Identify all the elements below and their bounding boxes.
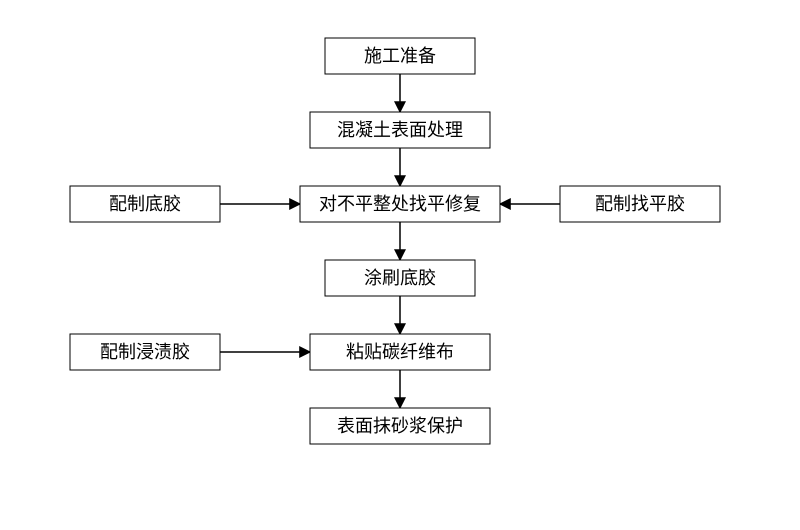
flow-node-n1: 施工准备 [325,38,475,74]
flow-node-label: 施工准备 [364,46,436,66]
flow-node-label: 粘贴碳纤维布 [346,342,454,362]
flow-node-n2: 混凝土表面处理 [310,112,490,148]
flow-node-label: 涂刷底胶 [364,268,436,288]
flow-node-label: 混凝土表面处理 [337,120,463,140]
flow-node-s2: 配制找平胶 [560,186,720,222]
flow-node-n6: 表面抹砂浆保护 [310,408,490,444]
flow-node-s1: 配制底胶 [70,186,220,222]
flowchart-canvas: 施工准备混凝土表面处理对不平整处找平修复涂刷底胶粘贴碳纤维布表面抹砂浆保护 配制底… [0,0,800,530]
flow-node-label: 对不平整处找平修复 [319,194,481,214]
flow-node-label: 配制找平胶 [595,194,685,214]
flow-node-s3: 配制浸渍胶 [70,334,220,370]
flow-node-label: 表面抹砂浆保护 [337,416,463,436]
flow-node-label: 配制底胶 [109,194,181,214]
flow-node-n3: 对不平整处找平修复 [300,186,500,222]
flow-node-n5: 粘贴碳纤维布 [310,334,490,370]
flow-node-n4: 涂刷底胶 [325,260,475,296]
flow-node-label: 配制浸渍胶 [100,342,190,362]
